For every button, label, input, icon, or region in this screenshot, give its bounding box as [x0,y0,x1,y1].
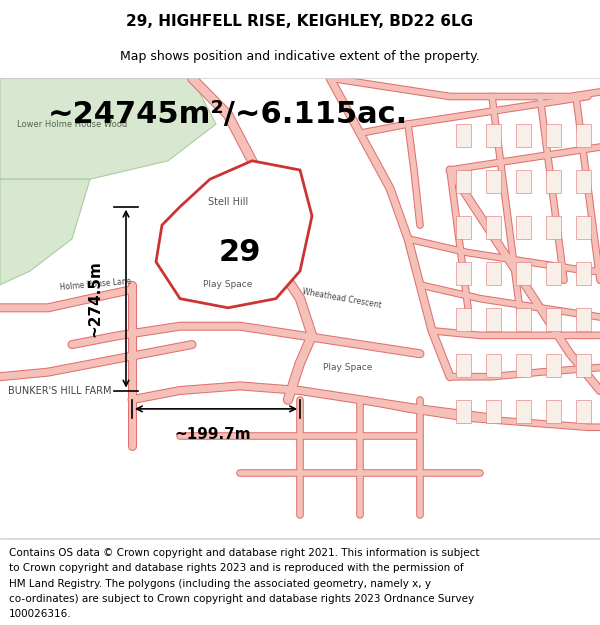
Bar [456,308,471,331]
Text: Wheathead Crescent: Wheathead Crescent [302,288,382,310]
Polygon shape [0,78,216,179]
Text: 29: 29 [219,238,261,268]
Text: Lower Holme House Wood: Lower Holme House Wood [17,119,127,129]
Text: to Crown copyright and database rights 2023 and is reproduced with the permissio: to Crown copyright and database rights 2… [9,563,464,573]
Bar [546,354,561,377]
Bar [516,170,531,193]
Bar [546,124,561,147]
Text: 29, HIGHFELL RISE, KEIGHLEY, BD22 6LG: 29, HIGHFELL RISE, KEIGHLEY, BD22 6LG [127,14,473,29]
Bar [516,124,531,147]
Bar [486,170,501,193]
Bar [576,170,591,193]
Bar [486,262,501,285]
Polygon shape [0,179,90,285]
Bar [576,354,591,377]
Text: Stell Hill: Stell Hill [208,197,248,207]
Bar [516,308,531,331]
Bar [546,216,561,239]
Bar [486,400,501,422]
Text: 100026316.: 100026316. [9,609,71,619]
Bar [546,400,561,422]
Bar [516,262,531,285]
Bar [456,354,471,377]
Text: ~274.5m: ~274.5m [87,260,102,337]
Bar [456,400,471,422]
Text: ~199.7m: ~199.7m [175,428,251,442]
Text: Play Space: Play Space [323,363,373,372]
Text: Play Space: Play Space [203,281,253,289]
Bar [576,400,591,422]
Bar [456,124,471,147]
Polygon shape [156,161,312,308]
Text: BUNKER'S HILL FARM: BUNKER'S HILL FARM [8,386,112,396]
Bar [576,262,591,285]
Bar [546,308,561,331]
Text: ~24745m²/~6.115ac.: ~24745m²/~6.115ac. [48,101,408,129]
Bar [456,170,471,193]
Bar [486,216,501,239]
Text: Contains OS data © Crown copyright and database right 2021. This information is : Contains OS data © Crown copyright and d… [9,548,479,558]
Bar [516,216,531,239]
Bar [516,400,531,422]
Bar [456,216,471,239]
Text: co-ordinates) are subject to Crown copyright and database rights 2023 Ordnance S: co-ordinates) are subject to Crown copyr… [9,594,474,604]
Bar [486,124,501,147]
Bar [576,124,591,147]
Bar [456,262,471,285]
Text: Map shows position and indicative extent of the property.: Map shows position and indicative extent… [120,50,480,62]
Text: HM Land Registry. The polygons (including the associated geometry, namely x, y: HM Land Registry. The polygons (includin… [9,579,431,589]
Bar [576,216,591,239]
Bar [546,262,561,285]
Bar [576,308,591,331]
Text: Holme House Lane: Holme House Lane [60,278,132,292]
Bar [516,354,531,377]
Bar [546,170,561,193]
Bar [486,308,501,331]
Bar [486,354,501,377]
